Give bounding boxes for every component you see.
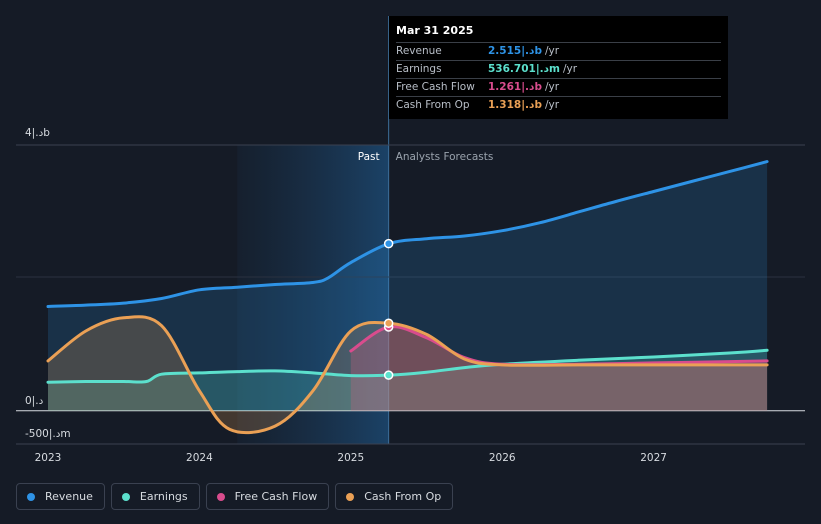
tooltip-unit: /yr [563,63,578,75]
tooltip-unit: /yr [544,99,560,111]
legend-label: Free Cash Flow [234,490,318,503]
tooltip-value: 2.515|.دb [488,45,542,57]
tooltip-label: Earnings [396,63,442,75]
past-region [237,145,389,444]
legend-item-cash-from-op[interactable]: Cash From Op [335,483,454,510]
x-tick-label: 2026 [489,452,516,464]
tooltip-value: 1.318|.دb [488,99,542,111]
earnings-line [46,348,769,384]
legend-item-revenue[interactable]: Revenue [16,483,105,510]
revenue-marker [383,238,394,249]
tooltip-label: Free Cash Flow [396,81,475,93]
tooltip: Mar 31 2025 Revenue 2.515|.دb /yr Earnin… [389,16,728,119]
legend-item-earnings[interactable]: Earnings [110,483,200,510]
tooltip-row-earnings: Earnings 536.701|.دm /yr [396,60,721,78]
past-label: Past [358,151,380,163]
forecast-label: Analysts Forecasts [396,151,494,163]
tooltip-label: Cash From Op [396,99,470,111]
tooltip-row-cash-from-op: Cash From Op 1.318|.دb /yr [396,96,721,114]
tooltip-date: Mar 31 2025 [396,24,474,37]
y-tick-label: 4|.دb [25,127,50,139]
legend: Revenue Earnings Free Cash Flow Cash Fro… [16,483,454,510]
y-tick-label: 0|.د [25,395,44,407]
tooltip-row-free-cash-flow: Free Cash Flow 1.261|.دb /yr [396,78,721,96]
x-tick-label: 2023 [35,452,62,464]
legend-label: Earnings [139,490,188,503]
tooltip-row-revenue: Revenue 2.515|.دb /yr [396,42,721,60]
tooltip-value: 1.261|.دb [488,81,542,93]
legend-dot-icon [27,492,35,501]
legend-item-free-cash-flow[interactable]: Free Cash Flow [205,483,330,510]
legend-label: Revenue [45,490,93,503]
cash-from-op-line [46,315,769,435]
legend-dot-icon [121,492,130,501]
tooltip-unit: /yr [544,81,560,93]
chart: 4|.دb 0|.د -500|.دm 2023 2024 2025 2026 2027 Pas… [16,16,805,464]
tooltip-unit: /yr [544,45,560,57]
legend-dot-icon [216,492,225,501]
tooltip-label: Revenue [396,45,442,57]
free-cash-flow-area [350,326,768,411]
revenue-area [48,161,768,411]
tooltip-value: 536.701|.دm [488,63,560,75]
x-tick-label: 2024 [186,452,213,464]
x-tick-label: 2027 [640,452,667,464]
x-tick-label: 2025 [337,452,364,464]
legend-dot-icon [346,492,355,501]
earnings-marker [383,370,394,380]
legend-label: Cash From Op [364,490,442,503]
y-tick-label: -500|.دm [25,428,71,440]
cash-from-op-marker [383,318,394,328]
